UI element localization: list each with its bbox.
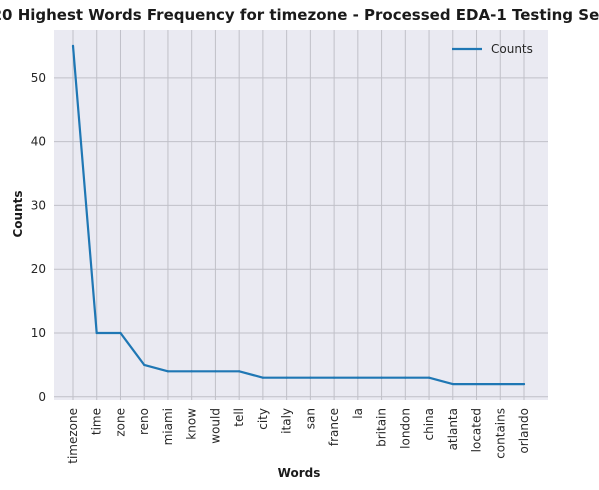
legend-label: Counts [491,42,533,56]
data-point [166,370,170,373]
y-axis-label: Counts [11,190,25,237]
x-axis-ticks: timezone time zone reno miami know would tell ci… [66,408,531,464]
y-tick-label: 0 [38,390,46,404]
x-tick-label: france [327,408,341,446]
series-group [71,44,526,386]
data-point [285,376,288,379]
x-tick-label: china [422,408,436,441]
plot-area [54,30,548,400]
data-point [380,376,383,379]
y-tick-label: 10 [31,326,46,340]
data-point [356,376,359,379]
series-line [71,44,526,386]
x-tick-label: miami [161,408,175,445]
y-tick-label: 30 [31,198,46,212]
data-point [71,44,75,48]
x-tick-label: time [90,408,104,435]
y-tick-label: 50 [31,71,46,85]
data-point [261,376,264,379]
data-point [333,376,336,379]
x-tick-label: would [208,408,222,444]
legend: Counts [452,42,533,56]
data-point [404,376,407,379]
data-point [190,370,193,373]
data-point [143,363,146,367]
data-point [214,370,217,373]
y-tick-label: 20 [31,262,46,276]
chart-title: 20 Highest Words Frequency for timezone … [0,6,599,24]
x-tick-label: know [185,408,199,440]
x-axis-label: Words [278,466,321,480]
x-tick-label: located [470,408,484,452]
x-tick-label: orlando [517,408,531,454]
y-axis-ticks: 0 10 20 30 40 50 [31,71,46,404]
y-tick-label: 40 [31,135,46,149]
data-point [119,331,122,335]
x-tick-label: reno [137,408,151,435]
x-tick-label: timezone [66,408,80,464]
x-tick-label: london [398,408,412,449]
x-tick-label: la [351,408,365,419]
x-tick-label: zone [113,408,127,437]
data-point [499,382,502,386]
data-point [451,382,454,386]
x-tick-label: city [256,408,270,430]
x-tick-label: atlanta [446,408,460,450]
x-tick-label: contains [493,408,507,459]
data-point [475,382,478,386]
x-tick-label: san [303,408,317,429]
x-tick-label: italy [280,408,294,434]
data-point [238,370,241,373]
x-tick-label: tell [232,408,246,427]
data-point [427,376,431,379]
x-tick-label: britain [375,408,389,447]
data-point [522,382,526,386]
grid-lines [54,30,548,400]
data-point [95,331,98,335]
data-point [309,376,312,379]
